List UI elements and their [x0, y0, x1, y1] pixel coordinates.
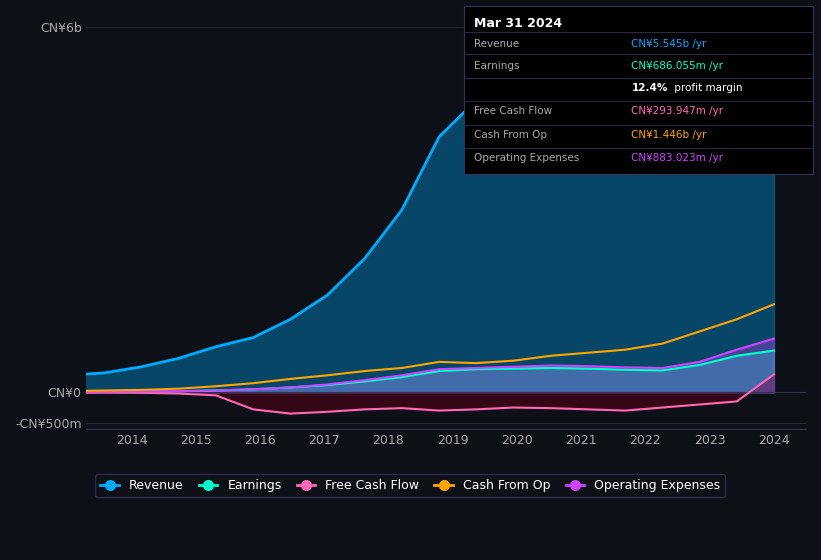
Text: CN¥883.023m /yr: CN¥883.023m /yr — [631, 153, 723, 164]
Text: CN¥686.055m /yr: CN¥686.055m /yr — [631, 61, 723, 71]
Text: Mar 31 2024: Mar 31 2024 — [475, 17, 562, 30]
Text: Free Cash Flow: Free Cash Flow — [475, 106, 553, 116]
Text: Earnings: Earnings — [475, 61, 520, 71]
Text: CN¥1.446b /yr: CN¥1.446b /yr — [631, 130, 707, 140]
Text: Cash From Op: Cash From Op — [475, 130, 548, 140]
Text: CN¥5.545b /yr: CN¥5.545b /yr — [631, 39, 707, 49]
Text: CN¥293.947m /yr: CN¥293.947m /yr — [631, 106, 723, 116]
Text: profit margin: profit margin — [672, 83, 743, 93]
Text: Revenue: Revenue — [475, 39, 520, 49]
Text: 12.4%: 12.4% — [631, 83, 667, 93]
Text: Operating Expenses: Operating Expenses — [475, 153, 580, 164]
Legend: Revenue, Earnings, Free Cash Flow, Cash From Op, Operating Expenses: Revenue, Earnings, Free Cash Flow, Cash … — [95, 474, 726, 497]
